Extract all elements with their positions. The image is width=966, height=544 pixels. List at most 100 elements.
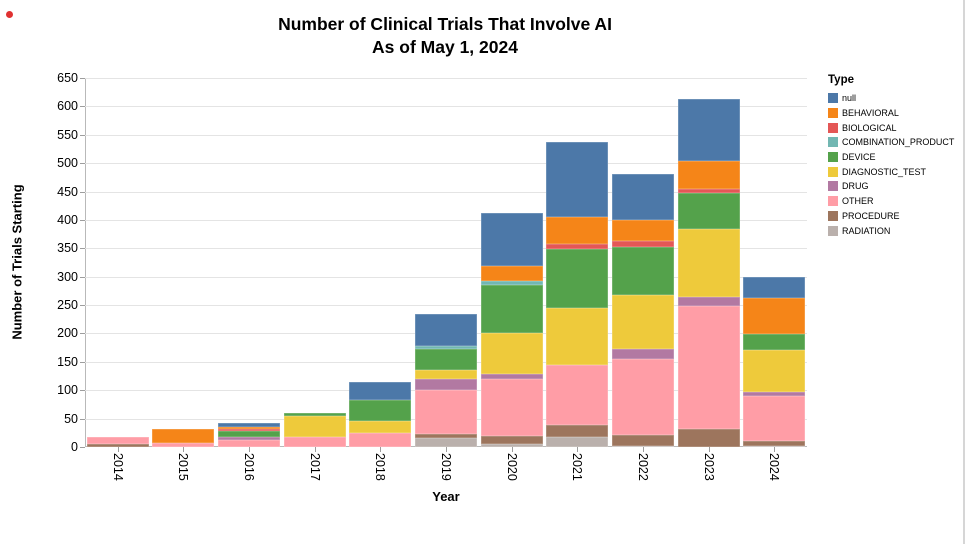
- bar-segment-2024-null[interactable]: [743, 276, 806, 299]
- bar-segment-2017-DIAGNOSTIC_TEST[interactable]: [283, 415, 346, 437]
- bar-segment-2024-BEHAVIORAL[interactable]: [743, 298, 806, 334]
- bar-segment-2024-RADIATION[interactable]: [743, 445, 806, 447]
- bar-segment-2019-PROCEDURE[interactable]: [415, 433, 477, 439]
- bar-segment-2016-OTHER[interactable]: [218, 439, 281, 447]
- bar-segment-2018-DEVICE[interactable]: [349, 399, 412, 422]
- bar-segment-2016-DRUG[interactable]: [218, 437, 281, 440]
- legend-swatch-BEHAVIORAL: [828, 108, 838, 119]
- y-tick-label: 400: [57, 212, 78, 227]
- bar-segment-2020-DIAGNOSTIC_TEST[interactable]: [480, 333, 543, 374]
- bar-segment-2023-PROCEDURE[interactable]: [677, 428, 740, 447]
- bar-segment-2022-OTHER[interactable]: [611, 359, 674, 436]
- bar-segment-2015-BEHAVIORAL[interactable]: [152, 429, 215, 443]
- legend-item-PROCEDURE: PROCEDURE: [828, 209, 954, 224]
- bar-segment-2022-BIOLOGICAL[interactable]: [611, 241, 674, 247]
- legend-swatch-PROCEDURE: [828, 210, 838, 221]
- y-tick-mark: [80, 418, 85, 420]
- bar-segment-2022-DIAGNOSTIC_TEST[interactable]: [611, 294, 674, 349]
- bar-segment-2022-DEVICE[interactable]: [611, 246, 674, 295]
- red-marker-dot: [6, 11, 13, 18]
- bar-segment-2017-OTHER[interactable]: [283, 436, 346, 447]
- x-tick-mark: [774, 447, 776, 452]
- bar-segment-2023-DRUG[interactable]: [677, 296, 740, 306]
- bar-segment-2014-OTHER[interactable]: [86, 436, 149, 445]
- bar-segment-2023-null[interactable]: [677, 99, 740, 162]
- bar-segment-2021-BIOLOGICAL[interactable]: [546, 244, 609, 249]
- bar-segment-2020-RADIATION[interactable]: [480, 443, 543, 447]
- legend-label: BEHAVIORAL: [842, 108, 899, 119]
- y-tick-mark: [80, 447, 85, 448]
- bar-segment-2024-OTHER[interactable]: [743, 395, 806, 442]
- chart-title: Number of Clinical Trials That Involve A…: [278, 14, 612, 34]
- legend-items: null BEHAVIORAL BIOLOGICAL COMBINATION_PROD…: [828, 91, 954, 238]
- bar-segment-2019-DEVICE[interactable]: [415, 348, 477, 370]
- legend-swatch-COMBINATION_PRODUCT: [828, 137, 838, 148]
- y-tick-label: 650: [57, 71, 78, 85]
- bar-segment-2024-DEVICE[interactable]: [743, 334, 806, 351]
- gridline: [85, 219, 807, 221]
- bar-segment-2018-DIAGNOSTIC_TEST[interactable]: [349, 421, 412, 434]
- bar-segment-2019-COMBINATION_PRODUCT[interactable]: [415, 345, 477, 349]
- bar-segment-2024-DRUG[interactable]: [743, 391, 806, 396]
- bar-segment-2024-DIAGNOSTIC_TEST[interactable]: [743, 350, 806, 392]
- x-tick-mark: [511, 447, 513, 452]
- bar-segment-2021-RADIATION[interactable]: [546, 436, 609, 447]
- bar-segment-2020-BEHAVIORAL[interactable]: [480, 265, 543, 282]
- bar-segment-2021-OTHER[interactable]: [546, 364, 609, 425]
- bar-segment-2021-PROCEDURE[interactable]: [546, 424, 609, 437]
- bar-segment-2023-DIAGNOSTIC_TEST[interactable]: [677, 229, 740, 297]
- legend-label: null: [842, 93, 857, 104]
- bar-segment-2020-OTHER[interactable]: [480, 378, 543, 436]
- bar-segment-2014-PROCEDURE[interactable]: [86, 444, 149, 447]
- bar-segment-2024-PROCEDURE[interactable]: [743, 441, 806, 446]
- bar-segment-2021-DIAGNOSTIC_TEST[interactable]: [546, 307, 609, 365]
- bar-segment-2016-BIOLOGICAL[interactable]: [218, 428, 281, 432]
- legend-swatch-DIAGNOSTIC_TEST: [828, 166, 838, 177]
- y-tick-label: 100: [57, 383, 78, 398]
- y-tick-label: 550: [57, 127, 78, 142]
- y-tick-label: 250: [57, 298, 78, 313]
- chart-subtitle: As of May 1, 2024: [372, 37, 518, 57]
- bar-segment-2022-DRUG[interactable]: [611, 348, 674, 359]
- y-tick-label: 50: [64, 411, 78, 426]
- bar-segment-2019-DIAGNOSTIC_TEST[interactable]: [415, 369, 477, 379]
- bar-segment-2018-null[interactable]: [349, 382, 412, 400]
- bar-segment-2020-COMBINATION_PRODUCT[interactable]: [480, 281, 543, 285]
- legend-item-DRUG: DRUG: [828, 179, 954, 194]
- y-axis-line: [85, 78, 86, 447]
- bar-segment-2022-null[interactable]: [611, 173, 674, 220]
- bar-segment-2022-BEHAVIORAL[interactable]: [611, 219, 674, 242]
- bar-segment-2018-OTHER[interactable]: [349, 433, 412, 447]
- bar-segment-2023-BEHAVIORAL[interactable]: [677, 161, 740, 189]
- bar-segment-2021-null[interactable]: [546, 142, 609, 218]
- bar-segment-2023-DEVICE[interactable]: [677, 193, 740, 229]
- bar-segment-2021-DEVICE[interactable]: [546, 248, 609, 308]
- bar-segment-2022-RADIATION[interactable]: [611, 445, 674, 447]
- bar-segment-2023-BIOLOGICAL[interactable]: [677, 188, 740, 194]
- legend-item-OTHER: OTHER: [828, 194, 954, 209]
- legend-label: DRUG: [842, 181, 869, 192]
- bar-segment-2020-null[interactable]: [480, 213, 543, 266]
- gridline: [85, 276, 807, 278]
- bar-segment-2020-DEVICE[interactable]: [480, 284, 543, 334]
- bar-segment-2019-DRUG[interactable]: [415, 378, 477, 390]
- x-tick-label-2016: 2016: [242, 453, 257, 481]
- legend-item-DIAGNOSTIC_TEST: DIAGNOSTIC_TEST: [828, 164, 954, 179]
- bar-segment-2016-DEVICE[interactable]: [218, 431, 281, 438]
- x-tick-label-2015: 2015: [176, 453, 191, 481]
- bar-segment-2016-null[interactable]: [218, 423, 281, 427]
- y-tick-mark: [80, 276, 85, 278]
- bar-segment-2021-BEHAVIORAL[interactable]: [546, 217, 609, 245]
- y-tick-label: 200: [57, 326, 78, 341]
- bar-segment-2020-DRUG[interactable]: [480, 373, 543, 379]
- bar-segment-2019-OTHER[interactable]: [415, 389, 477, 434]
- bar-segment-2016-BEHAVIORAL[interactable]: [218, 426, 281, 429]
- bar-segment-2023-OTHER[interactable]: [677, 305, 740, 429]
- bar-segment-2019-null[interactable]: [415, 313, 477, 346]
- bar-segment-2022-PROCEDURE[interactable]: [611, 435, 674, 446]
- bar-segment-2015-OTHER[interactable]: [152, 443, 215, 447]
- x-tick-label-2023: 2023: [701, 453, 716, 481]
- bar-segment-2019-RADIATION[interactable]: [415, 438, 477, 447]
- bar-segment-2020-PROCEDURE[interactable]: [480, 435, 543, 444]
- bar-segment-2017-DEVICE[interactable]: [283, 412, 346, 416]
